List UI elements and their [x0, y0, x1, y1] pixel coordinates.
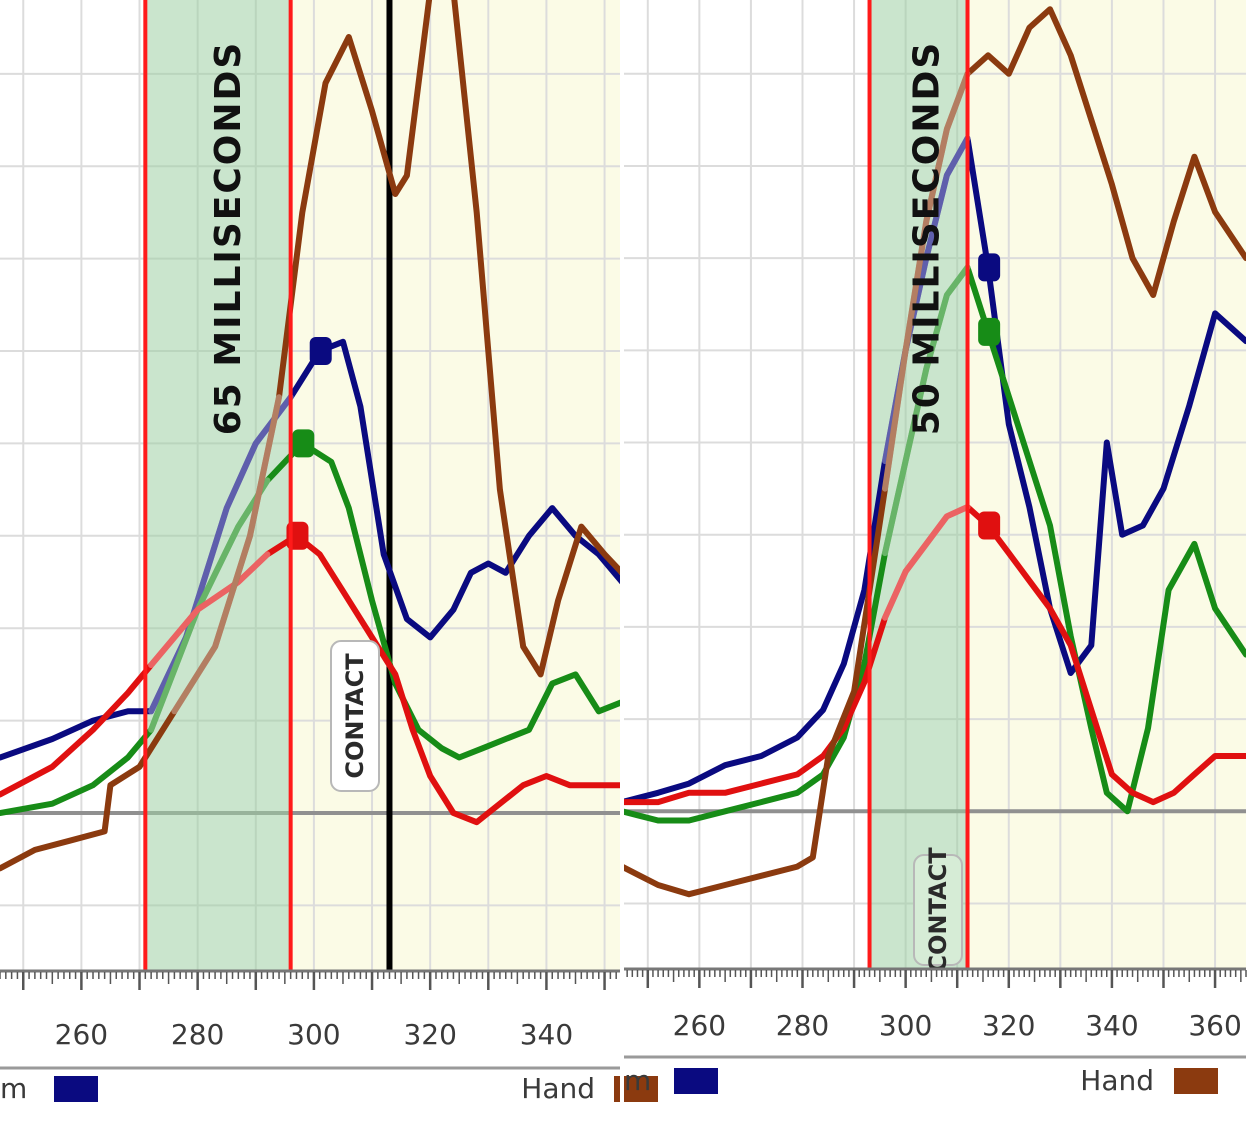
peak-marker-1 [292, 429, 315, 458]
left-panel: 65 MILLISECONDS CONTACT 260 280 300 320 340 m Ha… [0, 0, 658, 1105]
x-tick-label: 260 [55, 1018, 108, 1051]
window-duration-label: 65 MILLISECONDS [208, 41, 249, 436]
x-tick-label: 300 [879, 1009, 932, 1042]
x-tick-label: 300 [287, 1018, 340, 1051]
legend: m Hand [0, 1072, 658, 1105]
legend-swatch-arm [54, 1076, 98, 1102]
window-duration-label: 50 MILLISECONDS [907, 41, 948, 436]
contact-badge-frame [913, 854, 963, 966]
axis-strip [622, 968, 1258, 1057]
peak-marker-2 [978, 511, 1001, 540]
plot-area [622, 0, 1246, 968]
axis-strip [0, 970, 622, 1068]
x-tick-label: 260 [673, 1009, 726, 1042]
post-contact-region [290, 0, 622, 970]
peak-marker-1 [978, 317, 1001, 346]
series-fade-3 [171, 394, 282, 715]
legend-swatch-arm [674, 1068, 718, 1094]
contact-badge-frame [330, 640, 380, 792]
series-fade-2 [882, 504, 971, 621]
legend-label-arm: m [624, 1064, 651, 1097]
x-tick-label: 340 [520, 1018, 573, 1051]
x-tick-label: 320 [403, 1018, 456, 1051]
contact-badge-label: CONTACT [341, 653, 369, 779]
peak-marker-0 [978, 253, 1001, 282]
contact-badge-label: CONTACT [924, 847, 952, 973]
peak-marker-0 [309, 337, 332, 366]
series-fade-1 [882, 264, 971, 557]
x-tick-label: 280 [171, 1018, 224, 1051]
contact-badge: CONTACT [330, 640, 380, 792]
x-tick-label: 320 [982, 1009, 1035, 1042]
legend-label-hand: Hand [521, 1072, 595, 1105]
legend-label-arm: m [0, 1072, 27, 1105]
series-fade-2 [148, 551, 271, 669]
legend-swatch-hand [1174, 1068, 1218, 1094]
x-tick-label: 340 [1085, 1009, 1138, 1042]
x-tick-label: 280 [776, 1009, 829, 1042]
plot-area [0, 0, 622, 970]
contact-badge: CONTACT [913, 847, 963, 973]
x-tick-label: 360 [1188, 1009, 1241, 1042]
series-fade-3 [882, 70, 971, 492]
series-fade-1 [148, 477, 271, 733]
series-line-3 [0, 0, 622, 872]
legend-label-hand: Hand [1080, 1064, 1154, 1097]
legend: m Hand [624, 1064, 1218, 1097]
right-panel: 50 MILLISECONDS CONTACT 260 280 300 320 340 360… [621, 0, 1258, 1097]
